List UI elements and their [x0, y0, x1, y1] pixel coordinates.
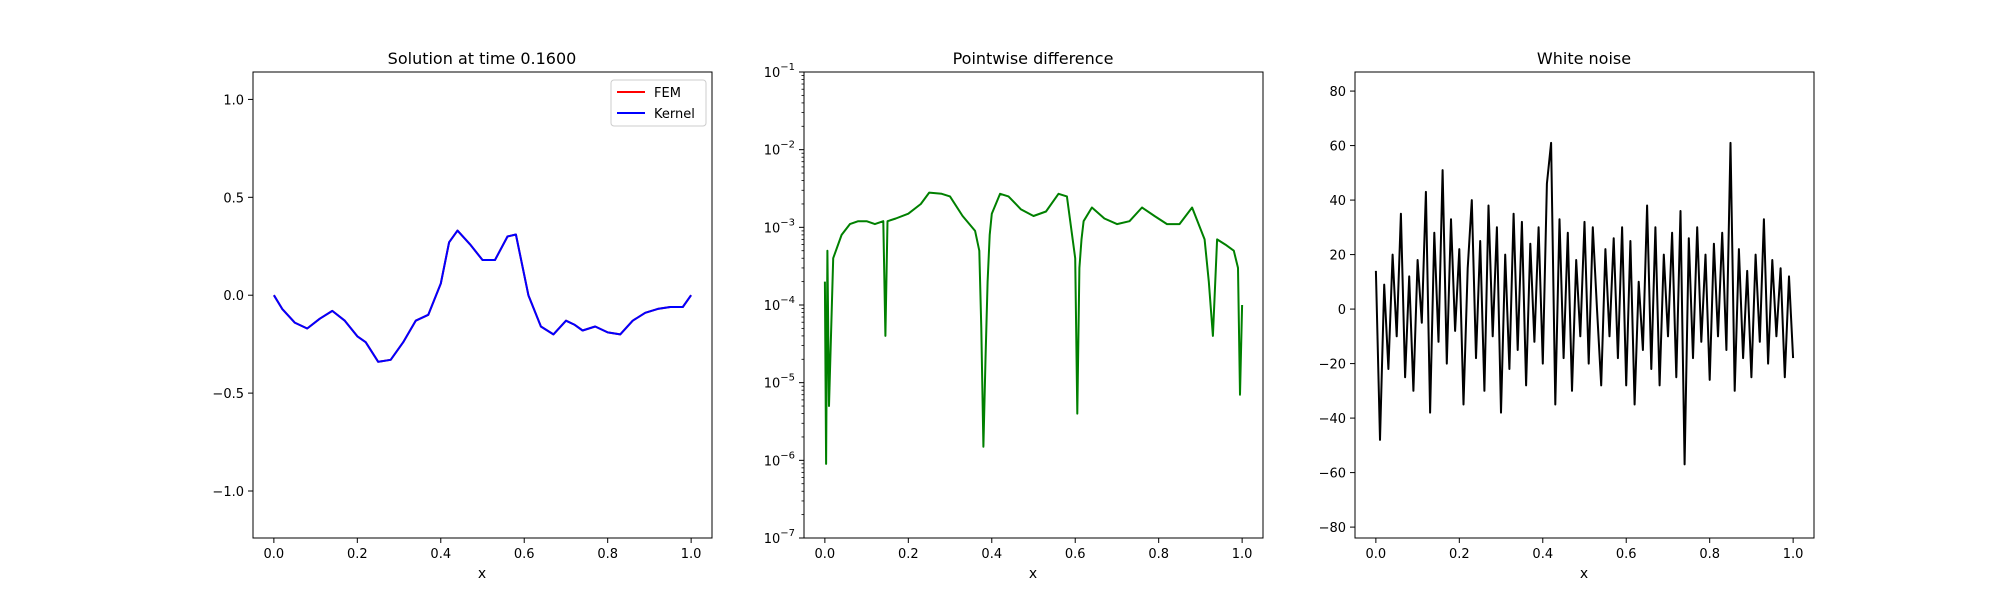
series-line — [1374, 141, 1795, 466]
tick-layer: 0.0 0.2 0.4 0.6 0.8 1.0 −80 −60 −40 −20 0 20 40 60 80 — [1319, 85, 1804, 562]
x-tick-label: 0.8 — [597, 547, 618, 562]
x-tick-label: 0.2 — [898, 547, 919, 562]
x-tick-label: 1.0 — [681, 547, 702, 562]
y-tick-exponent: −2 — [780, 140, 795, 151]
y-tick-label: 0 — [1338, 303, 1346, 318]
series-layer — [823, 191, 1244, 465]
y-tick-label: 10−1 — [764, 62, 795, 81]
y-tick-label: 10−3 — [764, 217, 795, 236]
y-tick-base: 10 — [764, 299, 781, 314]
y-tick-label: −40 — [1319, 412, 1346, 427]
tick-layer: 0.0 0.2 0.4 0.6 0.8 1.0 −1.0 −0.5 0.0 0.5 1.0 — [212, 93, 701, 562]
x-axis-label: x — [1580, 566, 1588, 582]
legend-label-fem: FEM — [654, 86, 681, 101]
x-tick-label: 0.4 — [981, 547, 1002, 562]
x-tick-label: 0.0 — [815, 547, 836, 562]
panel-title: Pointwise difference — [953, 49, 1114, 68]
series-layer — [1374, 141, 1795, 466]
y-tick-label: 80 — [1329, 85, 1346, 100]
x-tick-label: 0.6 — [1065, 547, 1086, 562]
plot-frame — [1354, 71, 1815, 539]
y-tick-label: −1.0 — [212, 485, 244, 500]
panel-title: Solution at time 0.1600 — [388, 49, 577, 68]
tick-layer: 0.0 0.2 0.4 0.6 0.8 1.010−110−210−310−410−510… — [764, 62, 1253, 562]
x-tick-label: 0.2 — [1449, 547, 1470, 562]
x-tick-label: 0.0 — [1366, 547, 1387, 562]
difference-panel: Pointwise difference x 0.0 0.2 0.4 0.6 0.8 1.… — [764, 49, 1264, 582]
y-tick-exponent: −6 — [780, 450, 795, 461]
y-tick-exponent: −7 — [780, 528, 795, 539]
y-tick-label: 40 — [1329, 194, 1346, 209]
y-tick-exponent: −5 — [780, 373, 795, 384]
y-tick-label: 10−7 — [764, 528, 795, 547]
y-tick-label: 10−5 — [764, 373, 795, 392]
y-tick-label: −0.5 — [212, 387, 244, 402]
y-tick-label: 20 — [1329, 249, 1346, 264]
x-tick-label: 0.4 — [1532, 547, 1553, 562]
panel-title: White noise — [1537, 49, 1631, 68]
y-tick-label: 1.0 — [223, 93, 244, 108]
legend-label-kernel: Kernel — [654, 107, 695, 122]
x-axis-label: x — [478, 566, 486, 582]
x-tick-label: 0.4 — [430, 547, 451, 562]
series-line — [823, 191, 1244, 465]
plot-frame — [803, 71, 1264, 539]
y-tick-base: 10 — [764, 532, 781, 547]
x-tick-label: 0.2 — [347, 547, 368, 562]
series-layer — [273, 229, 692, 363]
x-tick-label: 0.8 — [1699, 547, 1720, 562]
y-tick-base: 10 — [764, 454, 781, 469]
series-line-kernel — [273, 229, 692, 363]
x-tick-label: 0.6 — [1616, 547, 1637, 562]
y-tick-base: 10 — [764, 66, 781, 81]
white-noise-panel: White noise x 0.0 0.2 0.4 0.6 0.8 1.0 −80 −60 −4… — [1319, 49, 1815, 582]
y-tick-label: −20 — [1319, 358, 1346, 373]
y-tick-label: 10−6 — [764, 450, 795, 469]
y-tick-label: 10−2 — [764, 140, 795, 159]
legend: FEM Kernel — [610, 79, 707, 127]
y-tick-base: 10 — [764, 221, 781, 236]
y-tick-label: 10−4 — [764, 295, 795, 314]
x-tick-label: 0.8 — [1148, 547, 1169, 562]
y-tick-label: −60 — [1319, 467, 1346, 482]
plot-frame — [252, 71, 713, 539]
y-tick-label: 0.0 — [223, 289, 244, 304]
y-tick-exponent: −4 — [780, 295, 795, 306]
x-tick-label: 0.0 — [264, 547, 285, 562]
y-tick-label: −80 — [1319, 521, 1346, 536]
y-tick-exponent: −3 — [780, 217, 795, 228]
y-tick-base: 10 — [764, 144, 781, 159]
y-tick-base: 10 — [764, 377, 781, 392]
y-tick-label: 0.5 — [223, 191, 244, 206]
x-tick-label: 1.0 — [1783, 547, 1804, 562]
y-tick-label: 60 — [1329, 140, 1346, 155]
x-axis-label: x — [1029, 566, 1037, 582]
x-tick-label: 1.0 — [1232, 547, 1253, 562]
y-tick-exponent: −1 — [780, 62, 795, 73]
x-tick-label: 0.6 — [514, 547, 535, 562]
solution-panel: Solution at time 0.1600 x 0.0 0.2 0.4 0.6 0.… — [212, 49, 713, 582]
